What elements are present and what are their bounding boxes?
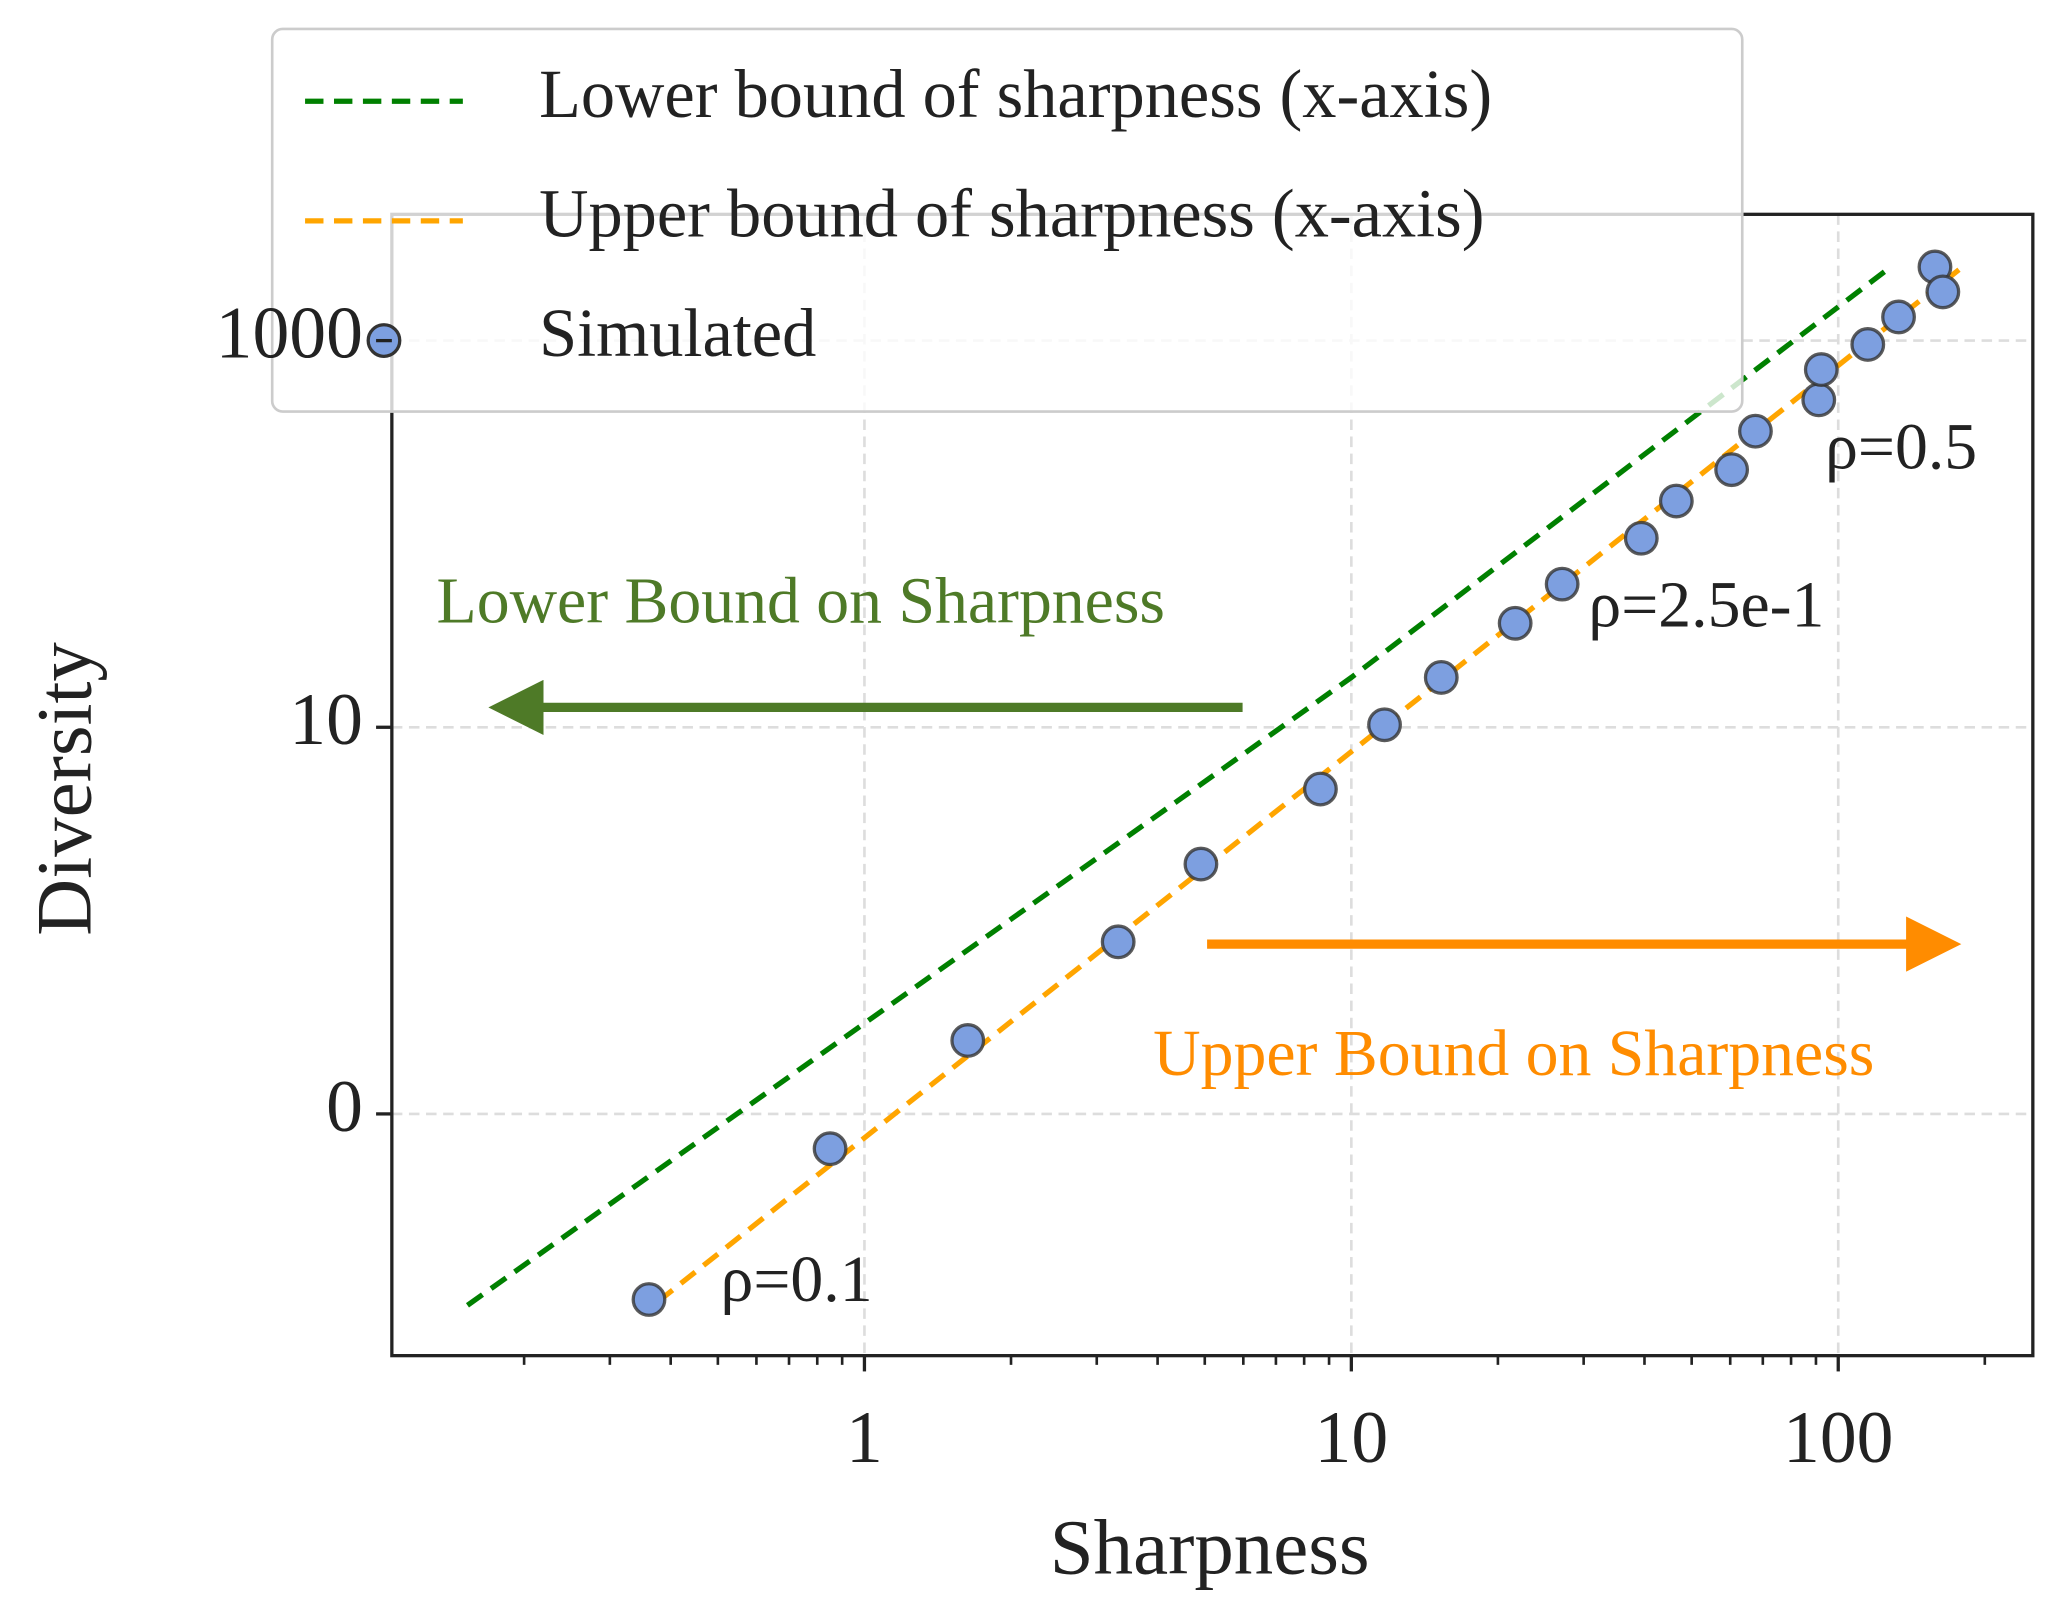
- bound-line: [656, 267, 1961, 1304]
- point: [1738, 413, 1773, 449]
- x-tick-label: 1: [846, 1396, 883, 1478]
- annotation: ρ=0.5: [1825, 411, 1977, 484]
- point: [1544, 566, 1580, 602]
- point: [1497, 605, 1533, 641]
- point: [950, 1023, 986, 1058]
- bound-line: [465, 267, 1889, 1308]
- point: [1367, 707, 1402, 743]
- point: [1183, 846, 1219, 882]
- annotation: ρ=0.1: [721, 1243, 873, 1316]
- x-axis-label: Sharpness: [1050, 1505, 1370, 1592]
- point: [1623, 520, 1659, 556]
- point: [1925, 274, 1961, 310]
- point: [1303, 771, 1338, 807]
- point: [1803, 352, 1839, 388]
- point: [812, 1131, 848, 1167]
- point: [1658, 483, 1694, 519]
- y-tick-label: 10: [289, 678, 363, 760]
- point: [1423, 660, 1459, 695]
- x-tick-label: 100: [1783, 1396, 1893, 1478]
- annotation: Lower Bound on Sharpness: [437, 565, 1165, 638]
- legend-label: Lower bound of sharpness (x-axis): [539, 56, 1492, 132]
- point: [1100, 924, 1136, 960]
- x-tick-label: 10: [1315, 1396, 1389, 1478]
- y-tick-label: 0: [326, 1065, 363, 1147]
- y-tick-label: 1000: [216, 292, 363, 374]
- legend-box: [270, 27, 1744, 413]
- point: [631, 1282, 667, 1317]
- point: [1714, 452, 1750, 488]
- y-axis-label: Diversity: [21, 642, 108, 936]
- annotation: Upper Bound on Sharpness: [1153, 1017, 1874, 1090]
- annotation: ρ=2.5e-1: [1588, 569, 1824, 642]
- legend-label: Upper bound of sharpness (x-axis): [539, 176, 1484, 252]
- point: [1881, 299, 1916, 335]
- point: [1850, 327, 1886, 362]
- legend-label: Simulated: [539, 295, 816, 371]
